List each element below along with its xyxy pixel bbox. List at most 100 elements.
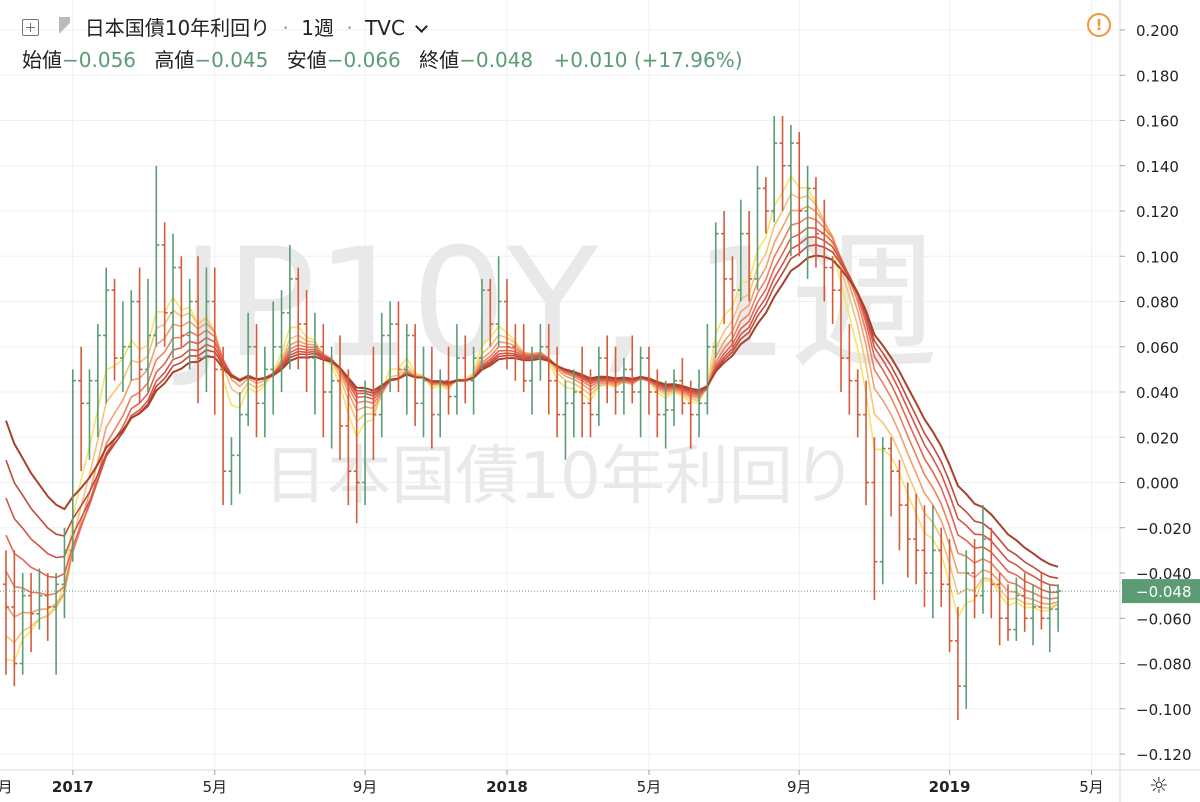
ohlc-bar	[337, 335, 343, 460]
settings-gear-icon[interactable]: ☼	[1149, 774, 1169, 799]
ohlc-bar	[61, 527, 68, 619]
ohlc-bar	[645, 346, 652, 415]
y-tick-label: 0.180	[1136, 67, 1179, 85]
symbol-row: 日本国債10年利回り · 1週 · TVC	[22, 12, 429, 41]
ohlc-bar	[913, 493, 920, 585]
ohlc-bar	[838, 267, 844, 392]
close-label: 終値	[419, 48, 460, 72]
ohlc-bar	[804, 165, 811, 279]
ohlc-bar	[128, 290, 135, 381]
ohlc-bar	[537, 324, 544, 381]
ohlc-bar	[504, 278, 510, 370]
y-tick-label: 0.000	[1136, 475, 1179, 493]
y-axis[interactable]: 0.200 0.180 0.160 0.140 0.120 0.100 0.080 0.060…	[1119, 0, 1200, 802]
ohlc-bar	[428, 346, 435, 449]
ohlc-bar	[829, 256, 836, 325]
ohlc-bar	[871, 437, 878, 601]
high-value: −0.045	[194, 48, 269, 72]
ohlc-bar	[178, 256, 185, 347]
ohlc-bar	[787, 125, 794, 257]
ohlc-bar	[938, 527, 945, 607]
ohlc-bar	[520, 324, 527, 392]
ohlc-bar	[554, 346, 561, 438]
y-tick-label: 0.040	[1136, 384, 1179, 402]
ohlc-bar	[53, 573, 60, 675]
ohlc-bar	[512, 324, 519, 381]
ohlc-bar	[904, 482, 911, 578]
ohlc-bar	[846, 324, 853, 415]
ohlc-bar	[971, 539, 978, 619]
ohlc-bar	[11, 550, 18, 687]
y-tick-label: 0.200	[1136, 22, 1179, 40]
change-value: +0.010 (+17.96%)	[553, 48, 743, 72]
ohlc-bar	[270, 301, 277, 415]
ohlc-bar	[979, 505, 986, 614]
y-tick-label: 0.020	[1136, 429, 1179, 447]
ohlc-bar	[888, 437, 895, 517]
x-tick-label: 2019	[929, 778, 971, 796]
ohlc-bar	[796, 131, 803, 257]
ohlc-bar	[136, 267, 143, 404]
chevron-down-icon[interactable]	[415, 20, 429, 33]
x-axis[interactable]: 月 2017 5月 9月 2018 5月 9月 2019 5月	[0, 769, 1200, 796]
y-tick-label: −0.080	[1136, 656, 1192, 674]
ohlc-bar	[629, 335, 636, 404]
x-tick-label: 9月	[353, 778, 378, 796]
warning-icon[interactable]: !	[1087, 13, 1111, 37]
ohlc-bar	[679, 358, 686, 415]
ohlc-bar	[462, 335, 469, 404]
ohlc-bar	[186, 278, 193, 370]
ohlc-bar	[1005, 584, 1011, 641]
ohlc-bar	[311, 312, 318, 415]
low-value: −0.066	[326, 48, 401, 72]
ohlc-bar	[487, 278, 494, 347]
ohlc-bar	[478, 278, 485, 370]
y-tick-label: −0.100	[1136, 701, 1192, 719]
ohlc-bar	[812, 177, 819, 268]
ohlc-bar	[328, 346, 335, 449]
ohlc-row: 始値−0.056 高値−0.045 安値−0.066 終値−0.048 +0.0…	[22, 44, 743, 73]
ohlc-bar	[996, 573, 1003, 646]
ohlc-bar	[211, 267, 218, 415]
flag-icon[interactable]	[59, 17, 71, 34]
ohlc-bar	[403, 324, 410, 415]
ohlc-bar	[228, 437, 235, 506]
ohlc-bar	[988, 527, 995, 619]
ohlc-bar	[236, 392, 243, 494]
ohlc-bar	[637, 346, 644, 438]
ohlc-bar	[286, 244, 293, 370]
source-label[interactable]: TVC	[365, 16, 405, 40]
ohlc-bar	[153, 165, 160, 347]
ohlc-bar	[779, 115, 786, 211]
ohlc-bar	[203, 267, 210, 392]
x-tick-label: 5月	[637, 778, 662, 796]
ohlc-bar	[821, 199, 828, 302]
ohlc-bar	[445, 346, 452, 415]
ohlc-bar	[119, 301, 126, 392]
ohlc-bar	[963, 550, 970, 709]
ohlc-bar	[345, 369, 352, 506]
ohlc-bar	[704, 324, 711, 415]
x-tick-label: 5月	[202, 778, 227, 796]
ohlc-bar	[604, 335, 611, 404]
ohlc-bar	[1013, 577, 1020, 641]
symbol-title[interactable]: 日本国債10年利回り	[84, 16, 271, 40]
ohlc-bar	[253, 324, 260, 438]
add-icon[interactable]	[22, 19, 39, 36]
ohlc-bar	[529, 346, 536, 415]
ohlc-bar	[28, 573, 35, 653]
interval-label[interactable]: 1週	[301, 16, 334, 40]
ohlc-bar	[370, 346, 377, 460]
ohlc-bar	[654, 369, 661, 438]
ohlc-bar	[879, 437, 886, 585]
ohlc-bar	[470, 346, 477, 415]
ohlc-bar	[687, 380, 694, 449]
ohlc-bar	[754, 165, 761, 291]
ohlc-bar	[771, 115, 778, 223]
ohlc-bar	[144, 278, 151, 392]
ohlc-bar	[612, 346, 619, 415]
ohlc-bar	[1046, 584, 1053, 653]
x-tick-label: 5月	[1079, 778, 1104, 796]
x-tick-label: 2018	[486, 778, 528, 796]
